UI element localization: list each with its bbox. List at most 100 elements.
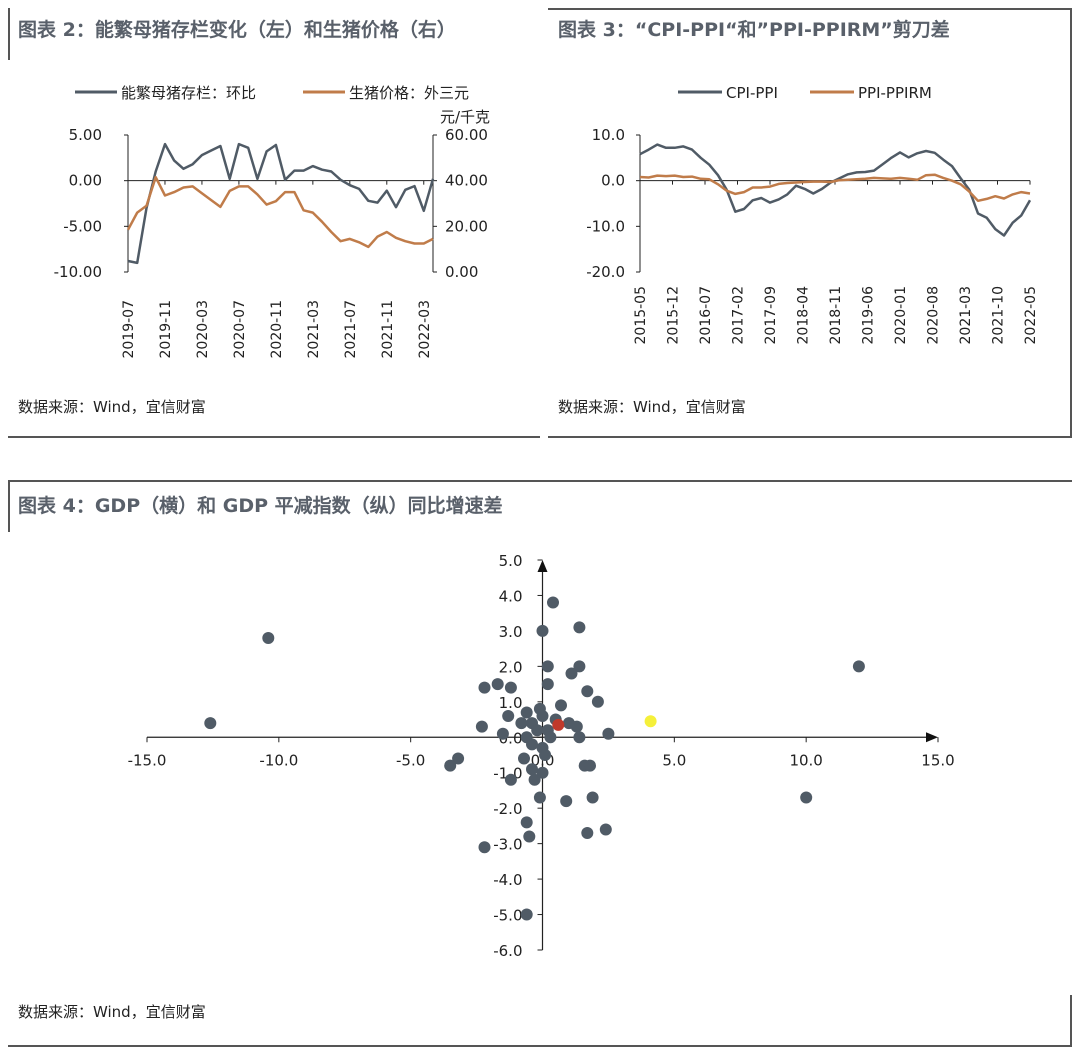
chart4-data-point bbox=[536, 624, 549, 637]
chart3-legend-label: PPI-PPIRM bbox=[858, 84, 932, 102]
chart2-left-tick-label: -10.00 bbox=[54, 263, 102, 281]
chart4-data-point bbox=[502, 710, 515, 722]
chart4-data-point bbox=[584, 759, 596, 772]
chart2-legend-label: 能繁母猪存栏：环比 bbox=[121, 84, 256, 102]
chart3-x-tick-label: 2016-07 bbox=[698, 286, 714, 345]
chart2-left-tick-label: 0.00 bbox=[69, 172, 102, 190]
chart4-data-point bbox=[581, 685, 594, 698]
chart4-y-tick-label: 3.0 bbox=[499, 623, 523, 641]
chart4-x-tick-label: -10.0 bbox=[259, 751, 298, 769]
chart4-data-point bbox=[599, 823, 612, 836]
chart4-title: 图表 4：GDP（横）和 GDP 平减指数（纵）同比增速差 bbox=[18, 495, 503, 517]
chart4-right-border bbox=[1070, 995, 1072, 1047]
chart2-right-tick-label: 60.00 bbox=[445, 126, 488, 144]
chart4-data-point bbox=[526, 763, 538, 776]
chart3-x-tick-label: 2020-08 bbox=[926, 286, 942, 345]
chart4-data-point bbox=[528, 773, 541, 786]
chart4-data-point bbox=[491, 678, 504, 691]
chart4-x-tick-label: 15.0 bbox=[921, 751, 954, 769]
chart2-right-tick-label: 0.00 bbox=[445, 263, 478, 281]
chart3-x-tick-label: 2021-10 bbox=[991, 286, 1007, 345]
chart3-top-rule bbox=[548, 8, 1072, 10]
chart2-x-tick-label: 2020-07 bbox=[232, 300, 248, 359]
chart4-left-border bbox=[8, 480, 10, 532]
chart4-y-tick-label: -4.0 bbox=[493, 871, 522, 889]
chart2-x-tick-label: 2020-11 bbox=[269, 300, 285, 359]
chart4-y-tick-label: -5.0 bbox=[493, 907, 522, 925]
chart3-series-line bbox=[639, 143, 1032, 237]
chart3-x-tick-label: 2018-04 bbox=[796, 286, 812, 345]
chart2-x-tick-label: 2019-11 bbox=[158, 300, 174, 359]
chart4-data-point bbox=[496, 727, 509, 740]
chart4-data-point bbox=[602, 727, 615, 740]
chart2-series-line bbox=[127, 142, 435, 265]
chart4-data-point bbox=[520, 706, 533, 719]
chart2-title: 图表 2：能繁母猪存栏变化（左）和生猪价格（右） bbox=[18, 19, 456, 41]
chart4-data-point bbox=[544, 731, 557, 744]
chart4-data-point bbox=[565, 667, 578, 680]
chart2-legend-label: 生猪价格：外三元 bbox=[349, 84, 469, 102]
chart4-data-point bbox=[570, 720, 583, 733]
chart4-y-tick-label: -3.0 bbox=[493, 836, 522, 854]
chart3-y-tick-label: 0.0 bbox=[601, 172, 625, 190]
chart4-top-rule bbox=[8, 480, 1072, 482]
chart3-plot: 10.0 0.0 -10.0 -20.0 2015-05 2015-12 2016-07 20… bbox=[586, 84, 1039, 345]
chart4-data-point bbox=[539, 749, 552, 761]
chart4-y-tick-label: 1.0 bbox=[499, 694, 523, 712]
chart3-x-tick-label: 2019-06 bbox=[861, 286, 877, 345]
chart4-data-point bbox=[478, 681, 491, 694]
chart4-data-point bbox=[586, 791, 599, 804]
chart4-data-point bbox=[573, 621, 586, 634]
chart2-left-tick-label: -5.00 bbox=[63, 217, 102, 235]
chart3-x-tick-label: 2017-02 bbox=[731, 286, 747, 345]
chart4-data-point bbox=[475, 720, 488, 733]
chart4-data-point bbox=[531, 724, 544, 737]
chart4-data-point bbox=[504, 681, 517, 694]
chart4-data-point bbox=[573, 731, 586, 744]
chart4-data-point bbox=[573, 660, 586, 673]
chart2-right-tick-label: 40.00 bbox=[445, 172, 488, 190]
chart4-data-point bbox=[452, 752, 465, 765]
top-left-bottom-rule bbox=[8, 436, 540, 438]
chart2-right-unit: 元/千克 bbox=[440, 108, 490, 126]
chart4-data-point bbox=[852, 660, 865, 673]
chart4-x-tick-label: -5.0 bbox=[396, 751, 425, 769]
chart3-series-line bbox=[639, 173, 1031, 203]
chart4-y-tick-label: 2.0 bbox=[499, 658, 523, 676]
chart2-x-tick-label: 2019-07 bbox=[121, 300, 137, 359]
chart4-data-point bbox=[262, 632, 275, 644]
chart4-x-tick-label: 10.0 bbox=[789, 751, 822, 769]
chart4-data-point bbox=[547, 596, 559, 609]
chart4-data-point bbox=[533, 791, 546, 804]
chart3-x-tick-label: 2017-09 bbox=[763, 286, 779, 345]
chart4-data-point bbox=[560, 795, 573, 808]
chart3-y-tick-label: 10.0 bbox=[592, 126, 625, 144]
chart4-x-tick-label: 5.0 bbox=[662, 751, 686, 769]
chart4-data-point bbox=[520, 908, 533, 921]
chart2-x-tick-label: 2021-07 bbox=[343, 300, 359, 359]
chart4-data-point bbox=[523, 830, 536, 843]
chart4-data-point bbox=[518, 752, 530, 765]
chart4-data-point bbox=[478, 841, 491, 854]
chart2-source: 数据来源：Wind，宜信财富 bbox=[18, 398, 206, 416]
chart2-left-border bbox=[8, 8, 10, 60]
chart2-plot: 5.00 0.00 -5.00 -10.00 60.00 40.00 20.00 0.00 20… bbox=[54, 84, 490, 359]
chart2-series-line bbox=[126, 175, 434, 249]
chart4-data-point bbox=[533, 702, 546, 715]
chart3-y-tick-label: -10.0 bbox=[586, 217, 625, 235]
chart2-right-tick-label: 20.00 bbox=[445, 217, 488, 235]
chart4-data-point bbox=[204, 717, 217, 730]
chart3-y-tick-label: -20.0 bbox=[586, 263, 625, 281]
chart3-x-tick-label: 2021-03 bbox=[958, 286, 974, 345]
chart3-x-tick-label: 2015-05 bbox=[633, 286, 649, 345]
chart4-y-arrow-icon bbox=[537, 560, 548, 572]
top-right-bottom-rule bbox=[548, 436, 1072, 438]
chart4-data-point bbox=[591, 695, 604, 708]
chart4-y-tick-label: -6.0 bbox=[493, 942, 522, 960]
chart4-data-point bbox=[555, 699, 567, 712]
chart3-legend-label: CPI-PPI bbox=[726, 84, 778, 102]
chart2-x-tick-label: 2020-03 bbox=[195, 300, 211, 359]
chart4-plot: -15.0-10.0-5.00.05.010.015.05.04.03.02.0… bbox=[128, 552, 955, 960]
bottom-rule bbox=[8, 1045, 1072, 1047]
chart4-x-tick-label: -15.0 bbox=[128, 751, 167, 769]
